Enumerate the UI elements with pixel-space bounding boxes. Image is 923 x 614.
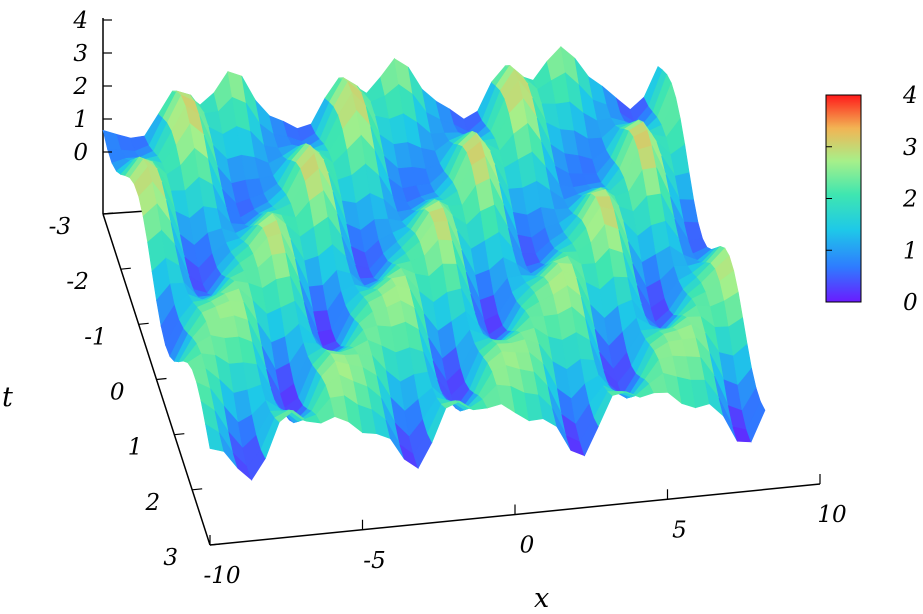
z-tick-label: 0 xyxy=(73,140,88,166)
colorbar-tick-label: 0 xyxy=(903,290,918,316)
x-tick-label: 0 xyxy=(520,533,535,559)
t-tick-label: -1 xyxy=(84,324,106,350)
colorbar: 0 1 2 3 4 xyxy=(825,83,918,316)
z-tick-label: 2 xyxy=(72,74,88,100)
x-tick-label: 5 xyxy=(672,517,687,543)
t-tick-label: -2 xyxy=(66,269,88,295)
surface-facet xyxy=(746,400,766,443)
t-tick-label: 2 xyxy=(145,490,161,516)
colorbar-tick-label: 2 xyxy=(902,187,918,213)
t-tick-mark xyxy=(209,543,221,546)
t-tick-label: 1 xyxy=(128,435,143,461)
x-tick-label: -5 xyxy=(363,548,385,574)
x-tick-label: -10 xyxy=(203,563,240,589)
t-axis-label: t xyxy=(2,382,13,413)
x-tick-label: 10 xyxy=(817,502,846,528)
z-tick-label: 1 xyxy=(73,107,88,133)
t-tick-mark xyxy=(102,212,114,215)
t-tick-label: 3 xyxy=(163,545,178,571)
colorbar-tick-label: 4 xyxy=(902,83,918,109)
t-tick-mark xyxy=(138,322,149,325)
t-tick-mark xyxy=(192,488,203,491)
colorbar-tick-label: 1 xyxy=(903,238,918,264)
z-tick-label: 3 xyxy=(73,41,88,67)
t-tick-label: -3 xyxy=(49,214,71,240)
surface-mesh xyxy=(102,45,766,481)
z-tick-label: 4 xyxy=(72,8,88,34)
t-tick-mark xyxy=(120,267,131,270)
colorbar-tick-label: 3 xyxy=(903,135,918,161)
t-tick-label: 0 xyxy=(110,380,125,406)
colorbar-ticks: 0 1 2 3 4 xyxy=(826,83,918,316)
t-tick-mark xyxy=(156,377,167,381)
x-axis-label: x xyxy=(534,583,549,614)
t-tick-mark xyxy=(174,433,185,436)
